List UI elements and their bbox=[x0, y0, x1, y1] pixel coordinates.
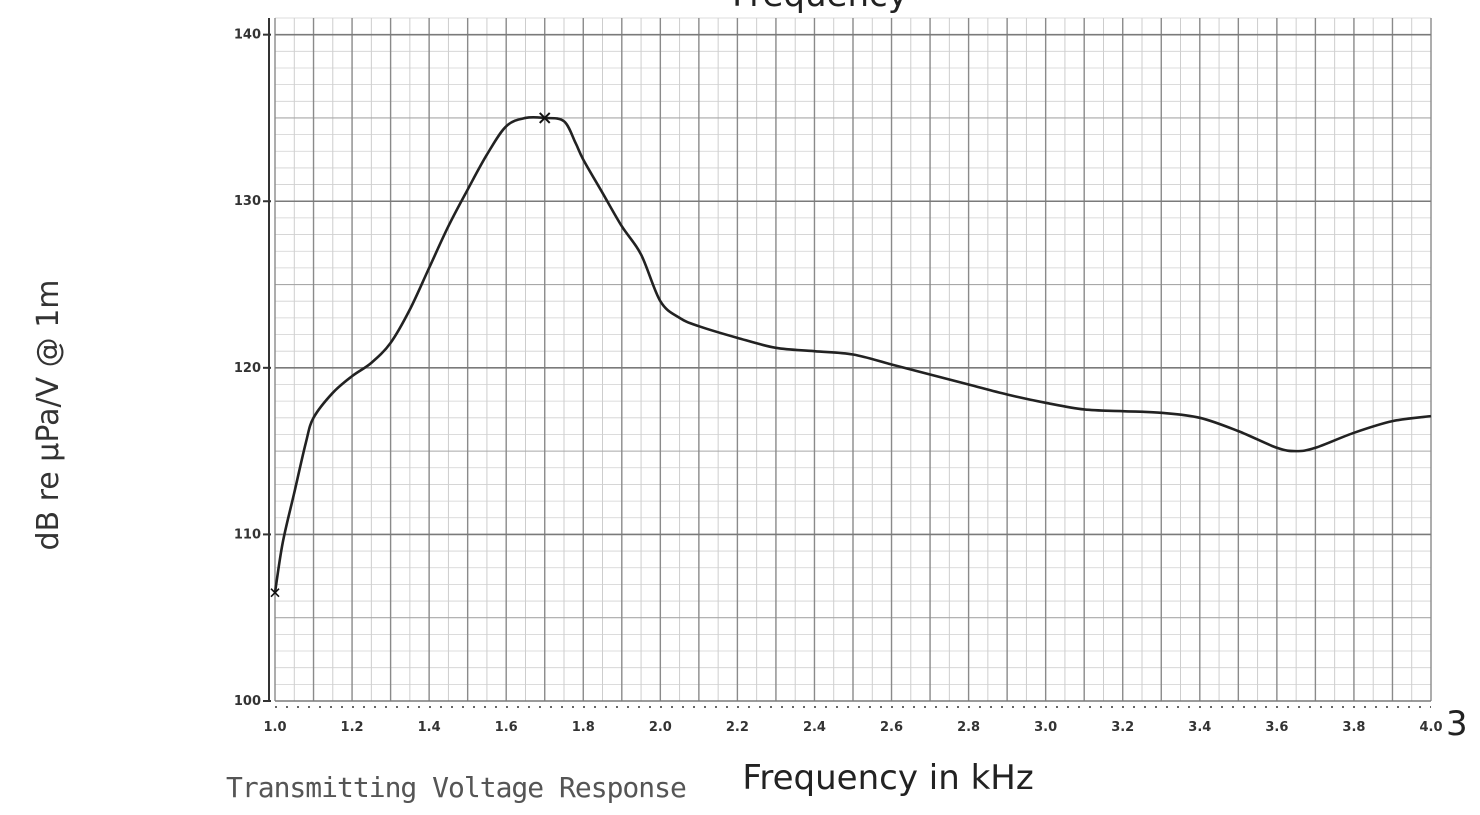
peak-marker bbox=[539, 112, 551, 124]
start-marker bbox=[270, 588, 280, 598]
x-tick-label: 2.2 bbox=[726, 720, 749, 735]
x-tick-label: 4.0 bbox=[1419, 720, 1442, 735]
x-tick-label: 3.4 bbox=[1188, 720, 1211, 735]
y-tick-labels: 100 110 120 130 140 bbox=[234, 28, 271, 709]
x-tick-label: 3.6 bbox=[1265, 720, 1288, 735]
y-tick-label: 100 bbox=[234, 694, 261, 709]
stray-axis-label: 3 bbox=[1446, 704, 1468, 744]
x-tick-label: 2.6 bbox=[880, 720, 903, 735]
x-tick-label: 2.8 bbox=[957, 720, 980, 735]
x-tick-label: 3.0 bbox=[1034, 720, 1057, 735]
x-tick-label: 2.0 bbox=[649, 720, 672, 735]
y-tick-label: 140 bbox=[234, 28, 261, 43]
x-tick-labels: 1.0 1.2 1.4 1.6 1.8 2.0 2.2 2.4 2.6 2.8 3.0 3.2 3.4 3… bbox=[263, 720, 1442, 735]
y-tick-label: 130 bbox=[234, 194, 261, 209]
x-tick-label: 3.2 bbox=[1111, 720, 1134, 735]
y-axis-label: dB re µPa/V @ 1m bbox=[31, 279, 66, 550]
x-tick-label: 1.4 bbox=[418, 720, 441, 735]
series-layer bbox=[270, 112, 1432, 598]
major-grid bbox=[274, 18, 1432, 702]
x-tick-label: 1.0 bbox=[263, 720, 286, 735]
axes bbox=[268, 18, 1431, 708]
x-axis-label: Frequency in kHz bbox=[742, 758, 1033, 798]
x-tick-label: 1.2 bbox=[341, 720, 364, 735]
y-tick-label: 120 bbox=[234, 361, 261, 376]
chart-footer: Transmitting Voltage Response bbox=[226, 771, 686, 804]
x-tick-label: 1.6 bbox=[495, 720, 518, 735]
x-tick-label: 3.8 bbox=[1342, 720, 1365, 735]
x-tick-label: 1.8 bbox=[572, 720, 595, 735]
series-line bbox=[273, 115, 1432, 593]
y-tick-label: 110 bbox=[234, 527, 261, 542]
x-tick-label: 2.4 bbox=[803, 720, 826, 735]
chart-title: Frequency bbox=[732, 0, 908, 15]
